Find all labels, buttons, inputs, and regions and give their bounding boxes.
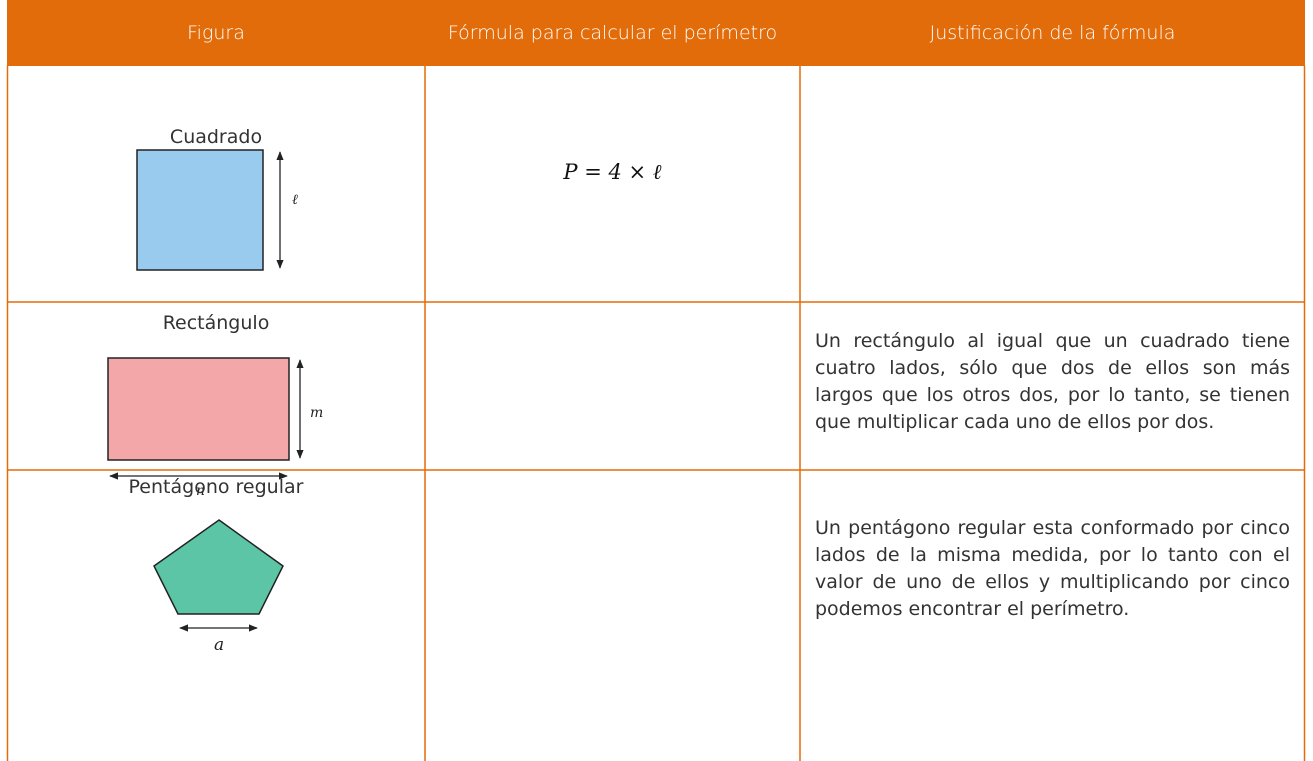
figure-name: Pentágono regular xyxy=(128,476,304,498)
header-cell: Figura xyxy=(187,22,245,44)
figure-name: Cuadrado xyxy=(169,126,263,148)
dimension-label: a xyxy=(214,635,224,655)
header-band xyxy=(7,0,1305,66)
dimension-label: n xyxy=(196,483,205,499)
figure-name: Rectángulo xyxy=(162,312,270,334)
header-cell: Justificación de la fórmula xyxy=(929,22,1176,44)
dimension-label: m xyxy=(310,405,323,421)
dimension-label: ℓ xyxy=(292,192,298,208)
header-cell: Fórmula para calcular el perímetro xyxy=(447,22,778,44)
justification: Un pentágono regular esta conformado por… xyxy=(815,517,1290,620)
formula: P = 4 × ℓ xyxy=(563,160,662,184)
justification: Un rectángulo al igual que un cuadrado t… xyxy=(815,330,1290,433)
